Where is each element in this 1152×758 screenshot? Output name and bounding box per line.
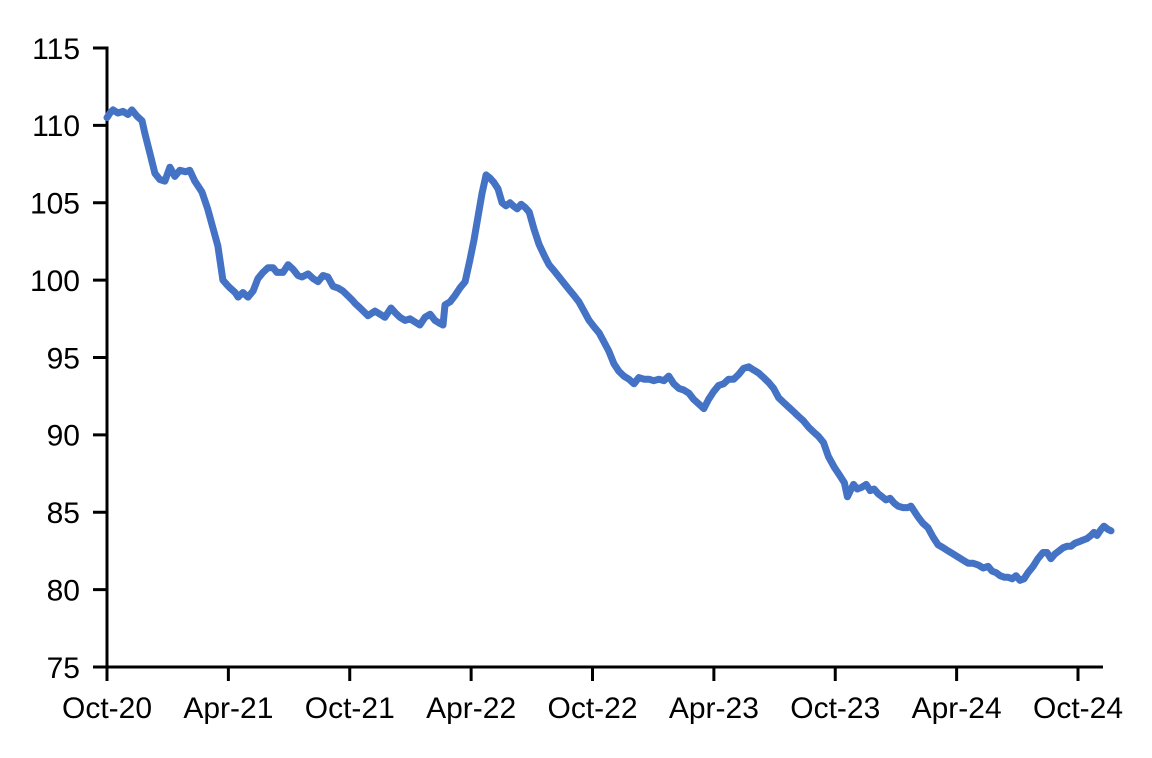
x-tick-label: Apr-23 — [669, 692, 759, 725]
x-tick-label: Apr-22 — [426, 692, 516, 725]
y-tick-label: 105 — [30, 188, 80, 221]
y-tick-label: 75 — [47, 652, 80, 685]
data-series-line — [103, 106, 1115, 584]
y-tick-label: 100 — [30, 265, 80, 298]
x-tick-label: Apr-24 — [912, 692, 1002, 725]
x-tick-label: Oct-24 — [1033, 692, 1123, 725]
y-tick-label: 110 — [32, 110, 80, 143]
x-tick-label: Oct-22 — [547, 692, 637, 725]
y-tick-label: 90 — [47, 420, 80, 453]
x-tick-label: Oct-20 — [62, 692, 152, 725]
y-tick-label: 115 — [32, 33, 80, 66]
x-tick-label: Oct-23 — [790, 692, 880, 725]
y-tick-label: 85 — [47, 497, 80, 530]
y-tick-label: 95 — [47, 342, 80, 375]
y-tick-label: 80 — [47, 574, 80, 607]
x-tick-label: Apr-21 — [183, 692, 273, 725]
x-tick-label: Oct-21 — [305, 692, 395, 725]
